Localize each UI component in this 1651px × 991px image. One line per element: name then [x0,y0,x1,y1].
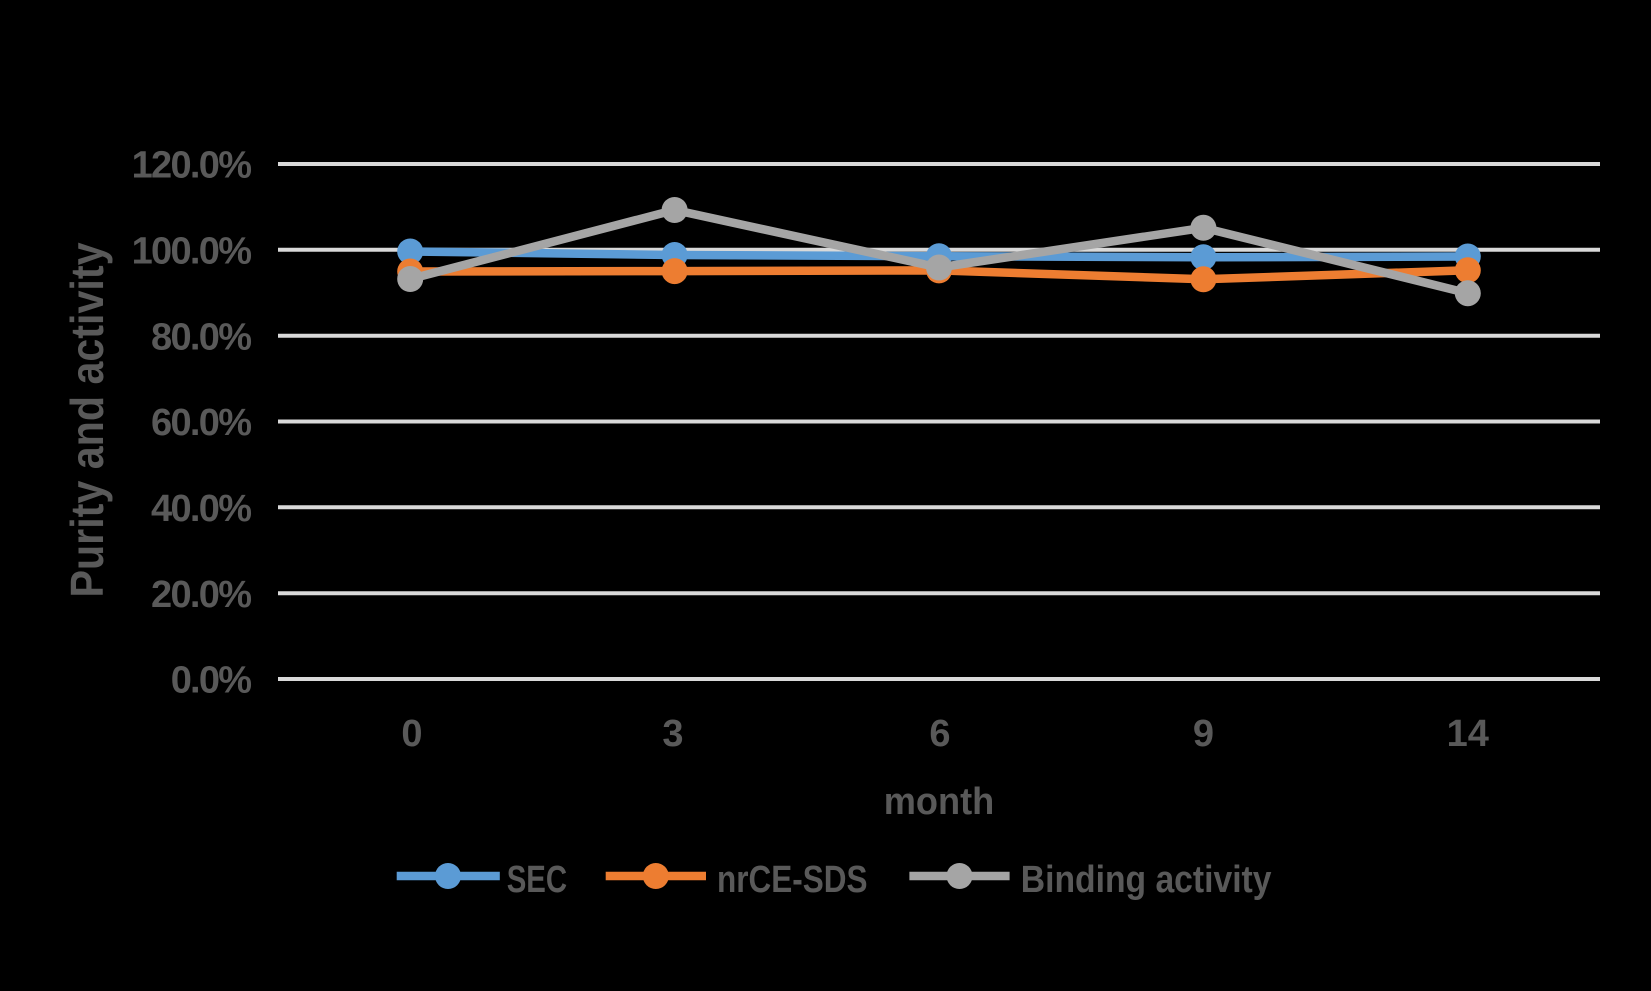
svg-text:nrCE-SDS: nrCE-SDS [717,859,868,901]
svg-text:Binding activity: Binding activity [1021,859,1272,901]
svg-text:6: 6 [929,713,950,755]
svg-text:100.0%: 100.0% [132,230,252,272]
svg-text:9: 9 [1193,713,1214,755]
svg-text:month: month [884,781,995,823]
svg-text:120.0%: 120.0% [132,145,252,187]
svg-text:0.0%: 0.0% [171,660,252,702]
svg-text:40.0%: 40.0% [151,488,252,530]
svg-text:0: 0 [401,713,422,755]
svg-text:60.0%: 60.0% [151,402,252,444]
svg-text:14: 14 [1447,713,1489,755]
svg-text:Purity and activity: Purity and activity [61,242,113,597]
svg-text:SEC: SEC [507,859,567,901]
svg-text:3: 3 [662,713,683,755]
svg-text:20.0%: 20.0% [151,574,252,616]
svg-text:80.0%: 80.0% [151,316,252,358]
